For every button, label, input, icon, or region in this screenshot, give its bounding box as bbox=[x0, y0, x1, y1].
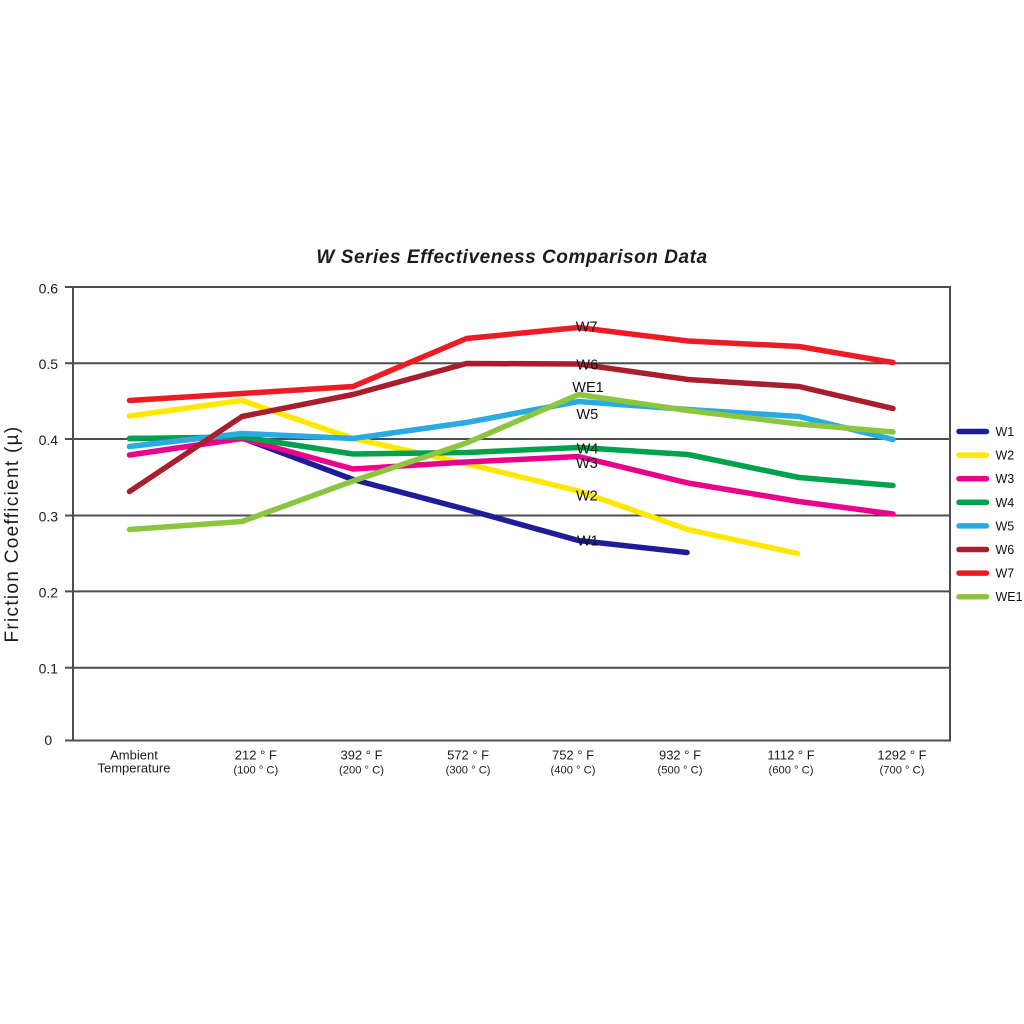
svg-text:W1: W1 bbox=[577, 534, 599, 550]
svg-text:W4: W4 bbox=[577, 442, 599, 458]
svg-text:932 ° F: 932 ° F bbox=[659, 748, 701, 763]
svg-text:572 ° F: 572 ° F bbox=[447, 748, 489, 763]
svg-text:0.2: 0.2 bbox=[39, 584, 59, 600]
svg-text:(200 ° C): (200 ° C) bbox=[339, 765, 384, 777]
svg-text:(500 ° C): (500 ° C) bbox=[658, 765, 703, 777]
svg-text:WE1: WE1 bbox=[996, 590, 1023, 604]
svg-text:0.1: 0.1 bbox=[39, 661, 59, 677]
svg-text:W5: W5 bbox=[996, 519, 1015, 533]
svg-text:W7: W7 bbox=[996, 567, 1015, 581]
svg-text:Temperature: Temperature bbox=[98, 761, 171, 776]
svg-text:212 ° F: 212 ° F bbox=[235, 748, 277, 763]
svg-text:(700 ° C): (700 ° C) bbox=[880, 765, 925, 777]
svg-text:W6: W6 bbox=[576, 358, 598, 374]
svg-text:W3: W3 bbox=[996, 472, 1015, 486]
svg-text:W3: W3 bbox=[576, 456, 598, 472]
svg-text:0.3: 0.3 bbox=[39, 509, 59, 525]
svg-text:392 ° F: 392 ° F bbox=[340, 748, 382, 763]
svg-text:W7: W7 bbox=[576, 320, 598, 336]
svg-text:W1: W1 bbox=[996, 425, 1015, 439]
svg-text:W Series Effectiveness Compari: W Series Effectiveness Comparison Data bbox=[316, 247, 707, 268]
svg-text:752 ° F: 752 ° F bbox=[552, 748, 594, 763]
svg-text:W2: W2 bbox=[996, 449, 1015, 463]
svg-text:0.6: 0.6 bbox=[39, 281, 59, 297]
svg-text:(300 ° C): (300 ° C) bbox=[446, 765, 491, 777]
svg-text:1292 ° F: 1292 ° F bbox=[877, 748, 926, 763]
svg-text:W2: W2 bbox=[576, 489, 598, 505]
svg-text:Friction Coefficient (µ): Friction Coefficient (µ) bbox=[2, 425, 23, 642]
svg-text:(100 ° C): (100 ° C) bbox=[233, 765, 278, 777]
svg-text:WE1: WE1 bbox=[572, 380, 603, 396]
svg-text:W4: W4 bbox=[996, 496, 1015, 510]
svg-text:W6: W6 bbox=[996, 543, 1015, 557]
svg-text:(600 ° C): (600 ° C) bbox=[769, 765, 814, 777]
svg-text:0.5: 0.5 bbox=[39, 356, 59, 372]
svg-text:W5: W5 bbox=[576, 407, 598, 423]
svg-text:0: 0 bbox=[44, 732, 52, 748]
svg-text:0.4: 0.4 bbox=[39, 432, 59, 448]
svg-text:(400 ° C): (400 ° C) bbox=[551, 765, 596, 777]
svg-text:1112 ° F: 1112 ° F bbox=[767, 748, 814, 763]
svg-text:Ambient: Ambient bbox=[110, 748, 158, 763]
